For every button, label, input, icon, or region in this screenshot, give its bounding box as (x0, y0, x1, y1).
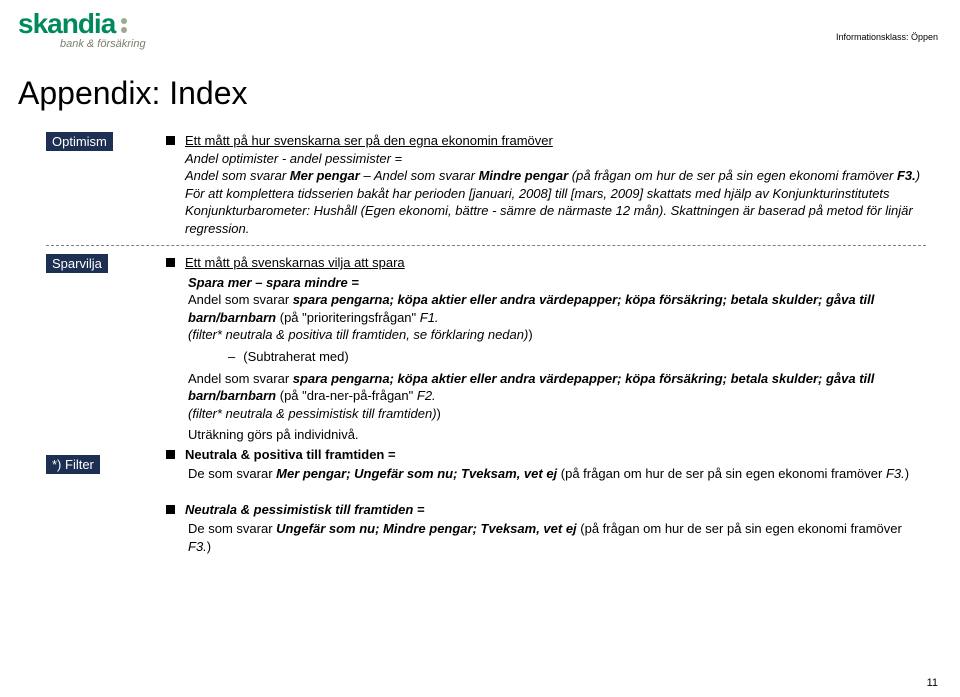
bullet-square-icon (166, 258, 175, 267)
npes-label: Neutrala & pessimistisk till framtiden = (185, 501, 926, 519)
optimism-formula: Andel optimister - andel pessimister = A… (185, 150, 926, 185)
bullet-square-icon (166, 450, 175, 459)
sparvilja-details: Spara mer – spara mindre = Andel som sva… (188, 274, 926, 444)
dash-icon: – (228, 348, 235, 366)
optimism-body: Ett mått på hur svenskarna ser på den eg… (166, 132, 926, 239)
page-title: Appendix: Index (18, 75, 248, 112)
np-bullet: Neutrala & positiva till framtiden = (166, 446, 926, 464)
subtract-line: – (Subtraherat med) (228, 348, 926, 366)
optimism-lead: Ett mått på hur svenskarna ser på den eg… (185, 133, 553, 148)
section-divider (46, 245, 926, 246)
sparvilja-body: Ett mått på svenskarnas vilja att spara … (166, 254, 926, 555)
optimism-bullet-content: Ett mått på hur svenskarna ser på den eg… (185, 132, 926, 237)
optimism-row: Optimism Ett mått på hur svenskarna ser … (46, 132, 926, 239)
np-label: Neutrala & positiva till framtiden = (185, 446, 926, 464)
brand-logo: skandia bank & försäkring (18, 8, 146, 50)
bullet-square-icon (166, 505, 175, 514)
logo-subtitle: bank & försäkring (60, 38, 146, 50)
spara-mer-label: Spara mer – spara mindre = (188, 274, 926, 292)
np-detail: De som svarar Mer pengar; Ungefär som nu… (188, 465, 926, 483)
optimism-label: Optimism (46, 132, 113, 151)
sparvilja-lead: Ett mått på svenskarnas vilja att spara (185, 255, 405, 270)
sparvilja-para2: Andel som svarar spara pengarna; köpa ak… (188, 370, 926, 423)
sparvilja-row: Sparvilja *) Filter Ett mått på svenskar… (46, 254, 926, 555)
optimism-label-cell: Optimism (46, 132, 166, 151)
content-area: Optimism Ett mått på hur svenskarna ser … (46, 132, 926, 555)
info-classification: Informationsklass: Öppen (836, 32, 938, 42)
filter-label: *) Filter (46, 455, 100, 474)
sparvilja-bullet: Ett mått på svenskarnas vilja att spara (166, 254, 926, 272)
sparvilja-label-cell: Sparvilja *) Filter (46, 254, 166, 474)
logo-dots-icon (121, 18, 127, 33)
page-number: 11 (927, 677, 938, 689)
sparvilja-label: Sparvilja (46, 254, 108, 273)
logo-main: skandia (18, 8, 146, 40)
npes-detail: De som svarar Ungefär som nu; Mindre pen… (188, 520, 926, 555)
npes-bullet: Neutrala & pessimistisk till framtiden = (166, 501, 926, 519)
indiv-line: Uträkning görs på individnivå. (188, 426, 926, 444)
sparvilja-bullet-content: Ett mått på svenskarnas vilja att spara (185, 254, 926, 272)
optimism-bullet: Ett mått på hur svenskarna ser på den eg… (166, 132, 926, 237)
sparvilja-para1: Andel som svarar spara pengarna; köpa ak… (188, 291, 926, 344)
bullet-square-icon (166, 136, 175, 145)
optimism-note: För att komplettera tidsserien bakåt har… (185, 185, 926, 238)
filter-label-wrap: *) Filter (46, 455, 166, 474)
logo-wordmark: skandia (18, 8, 115, 40)
